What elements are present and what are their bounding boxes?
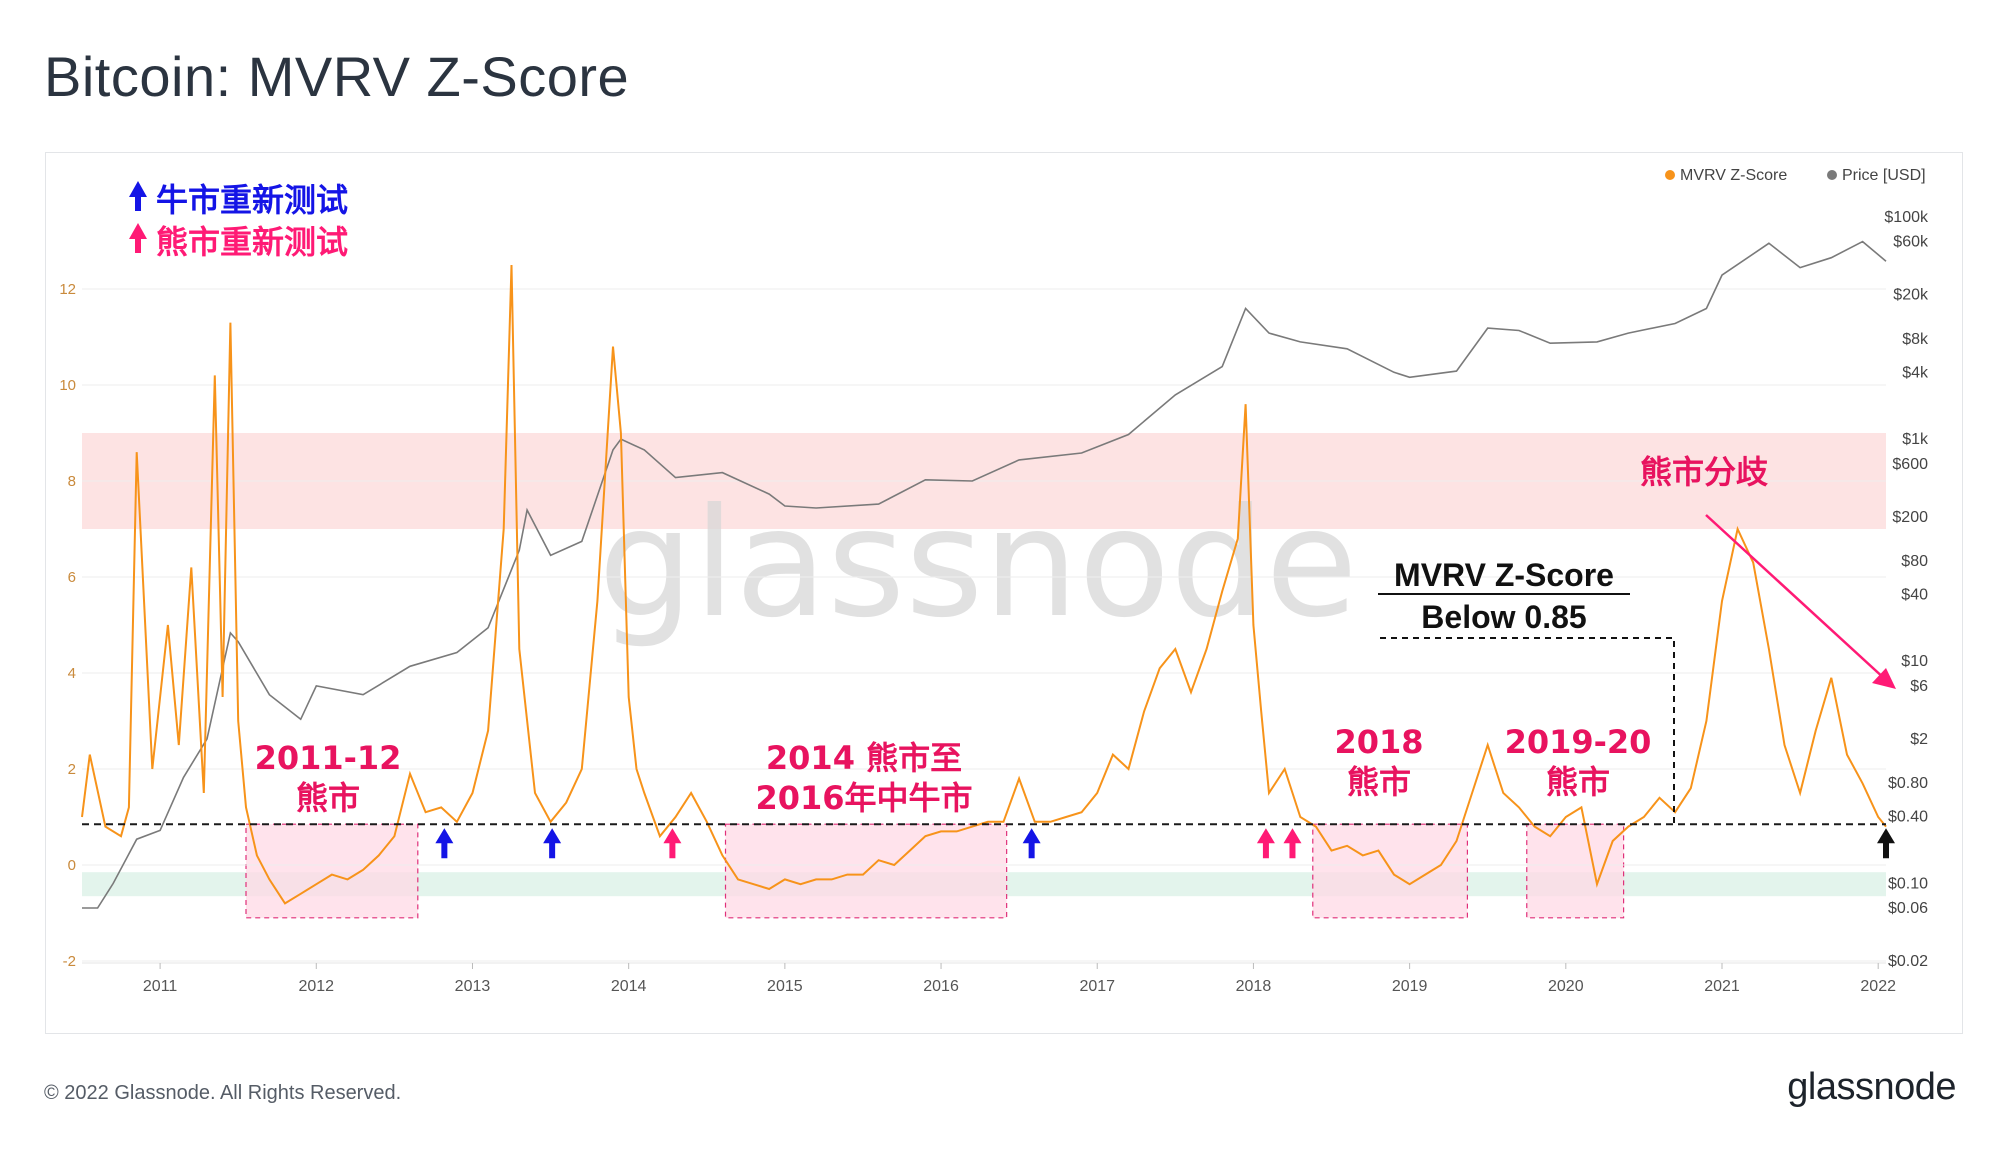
current-marker-arrow-icon (1877, 828, 1895, 859)
legend-bear-retest: 熊市重新测试 (129, 223, 348, 261)
annotation-divergence: 熊市分歧 (1640, 453, 1768, 491)
x-tick-label: 2013 (455, 978, 491, 995)
x-tick-label: 2021 (1704, 978, 1740, 995)
x-tick-label: 2022 (1860, 978, 1896, 995)
bear-retest-arrow-icon (663, 828, 682, 859)
right-axis-tick-label: $0.80 (1888, 775, 1928, 792)
legend-bull-retest: 牛市重新测试 (129, 181, 348, 219)
y-tick-label: 2 (68, 761, 76, 778)
right-axis-tick-label: $0.40 (1888, 809, 1928, 826)
y-tick-label: 6 (68, 569, 76, 586)
bull-retest-arrow-icon (543, 828, 562, 859)
x-tick-label: 2018 (1236, 978, 1272, 995)
x-tick-label: 2014 (611, 978, 647, 995)
chart-legend: MVRV Z-Score Price [USD] (1665, 167, 1926, 184)
zscore-line (81, 264, 1887, 905)
bull-retest-arrow-icon (1022, 828, 1041, 859)
right-axis-tick-label: $8k (1902, 331, 1929, 348)
right-axis-tick-label: $200 (1892, 509, 1928, 526)
legend-price-label: Price [USD] (1842, 167, 1926, 184)
right-axis-tick-label: $4k (1902, 364, 1929, 381)
annotation-2011-12-line2: 熊市 (296, 779, 360, 817)
x-tick-label: 2017 (1079, 978, 1115, 995)
x-tick-label: 2011 (143, 978, 178, 995)
bear-retest-arrow-icon (1256, 828, 1275, 859)
divergence-arrow-line (1705, 514, 1887, 681)
right-axis-tick-label: $0.02 (1888, 953, 1928, 970)
legend-bear-label: 熊市重新测试 (156, 223, 348, 261)
pink-up-arrow-icon (129, 223, 147, 253)
right-axis-tick-label: $1k (1902, 431, 1929, 448)
bull-retest-arrow-icon (435, 828, 454, 859)
right-axis-tick-label: $0.10 (1888, 875, 1928, 892)
y-tick-label: 4 (68, 665, 76, 682)
threshold-box-line1: MVRV Z-Score (1394, 557, 1614, 593)
y-tick-label: 12 (59, 281, 76, 298)
y-tick-label: 0 (68, 857, 76, 874)
divergence-arrow-head (1872, 668, 1896, 689)
legend-zscore-label: MVRV Z-Score (1680, 167, 1787, 184)
bear-retest-arrow-icon (1283, 828, 1302, 859)
legend-bull-label: 牛市重新测试 (156, 181, 348, 219)
x-tick-label: 2019 (1392, 978, 1428, 995)
annotation-2014-16-line2: 2016年中牛市 (755, 779, 972, 817)
footer-copyright: © 2022 Glassnode. All Rights Reserved. (44, 1082, 402, 1104)
bear-market-box (245, 823, 419, 919)
price-line (82, 240, 1887, 909)
y-tick-label: 10 (59, 377, 76, 394)
annotation-2014-16-line1: 2014 熊市至 (766, 739, 962, 777)
annotation-2019-20-line1: 2019-20 (1505, 723, 1652, 761)
legend-zscore-dot (1665, 170, 1675, 180)
page-title: Bitcoin: MVRV Z-Score (44, 45, 630, 108)
chart-area: glassnode -2 0 2 4 6 8 10 12 2011 2012 2013 2014 201… (59, 167, 1929, 995)
annotation-2018-line1: 2018 (1334, 723, 1423, 761)
chart-frame: glassnode -2 0 2 4 6 8 10 12 2011 2012 2013 2014 201… (45, 152, 1963, 1034)
footer-logo: glassnode (1787, 1066, 1956, 1108)
right-axis-tick-label: $0.06 (1888, 900, 1928, 917)
right-axis-tick-label: $10 (1901, 653, 1928, 670)
annotation-2011-12-line1: 2011-12 (255, 739, 402, 777)
watermark-text: glassnode (598, 477, 1357, 651)
right-axis-tick-label: $6 (1910, 678, 1928, 695)
bear-market-box (1526, 823, 1625, 919)
x-tick-label: 2020 (1548, 978, 1584, 995)
x-tick-label: 2012 (298, 978, 334, 995)
right-axis-tick-label: $40 (1901, 586, 1928, 603)
right-axis-tick-label: $2 (1910, 731, 1928, 748)
threshold-box-line2: Below 0.85 (1421, 599, 1586, 635)
right-axis-tick-label: $600 (1892, 456, 1928, 473)
right-axis-tick-label: $20k (1893, 287, 1929, 304)
y-tick-label: -2 (63, 953, 76, 970)
legend-price-dot (1827, 170, 1837, 180)
blue-up-arrow-icon (129, 181, 147, 211)
right-axis-tick-label: $60k (1893, 234, 1929, 251)
annotation-2019-20-line2: 熊市 (1546, 763, 1610, 801)
right-axis-tick-label: $80 (1901, 553, 1928, 570)
bear-market-box (1312, 823, 1469, 919)
x-tick-label: 2015 (767, 978, 803, 995)
annotation-2018-line2: 熊市 (1347, 763, 1411, 801)
y-tick-label: 8 (68, 473, 76, 490)
right-axis-tick-label: $100k (1884, 209, 1929, 226)
x-tick-label: 2016 (923, 978, 959, 995)
